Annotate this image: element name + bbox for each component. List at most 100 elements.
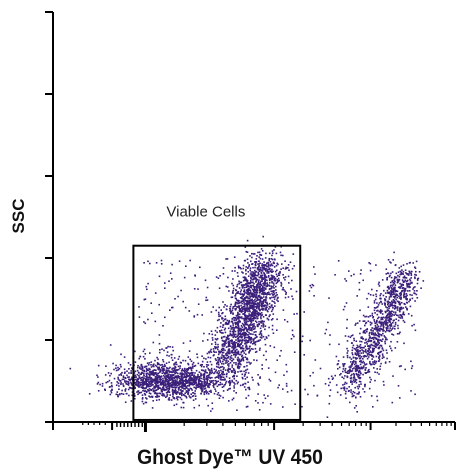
data-point <box>376 327 379 329</box>
data-point <box>149 352 151 354</box>
data-point <box>359 346 362 349</box>
data-point <box>136 384 138 387</box>
data-point <box>372 330 374 332</box>
data-point <box>220 329 223 332</box>
data-point <box>387 303 389 306</box>
data-point <box>369 321 372 324</box>
data-point <box>245 303 248 306</box>
data-point <box>155 377 158 380</box>
data-point <box>264 278 266 280</box>
data-point <box>145 372 148 375</box>
data-point <box>169 366 171 369</box>
data-point <box>236 327 238 329</box>
data-point <box>228 290 230 292</box>
data-point <box>253 287 256 290</box>
data-point <box>234 330 237 333</box>
data-point <box>170 381 173 384</box>
data-point <box>178 375 181 378</box>
data-point <box>214 370 217 373</box>
data-point <box>401 272 404 275</box>
data-point <box>228 365 230 367</box>
data-point <box>251 284 253 287</box>
data-point <box>374 332 377 334</box>
data-point <box>157 372 160 375</box>
data-point <box>263 299 265 301</box>
data-point <box>188 378 190 381</box>
data-point <box>233 353 235 356</box>
data-point <box>244 322 247 325</box>
data-point <box>172 380 174 383</box>
data-point <box>221 383 223 385</box>
data-point <box>242 350 245 352</box>
data-point <box>364 332 367 334</box>
data-point <box>208 369 211 371</box>
data-point <box>163 367 165 370</box>
data-point <box>388 320 391 322</box>
data-point <box>261 293 263 295</box>
data-point <box>358 376 361 379</box>
data-point <box>255 321 258 324</box>
data-point <box>376 329 379 332</box>
data-point <box>163 384 165 386</box>
data-point <box>226 361 228 364</box>
data-point <box>407 290 409 292</box>
data-point <box>191 389 193 391</box>
data-point <box>153 372 155 374</box>
data-point <box>377 351 380 354</box>
data-point <box>260 333 263 335</box>
data-point <box>204 371 206 373</box>
data-point <box>348 372 350 374</box>
data-point <box>414 300 416 302</box>
data-point <box>414 267 417 269</box>
data-point <box>387 259 390 261</box>
data-point <box>192 378 195 381</box>
data-point <box>249 307 252 310</box>
data-point <box>249 267 252 269</box>
data-point <box>260 280 262 283</box>
data-point <box>390 262 392 264</box>
data-point <box>248 386 250 389</box>
data-point <box>246 258 249 261</box>
data-point <box>325 328 328 331</box>
data-point <box>389 311 391 314</box>
data-point <box>260 287 263 290</box>
data-point <box>200 372 202 375</box>
data-point <box>158 303 160 306</box>
data-point <box>257 302 259 305</box>
data-point <box>268 271 270 273</box>
data-point <box>150 379 153 382</box>
data-point <box>379 294 381 297</box>
data-point <box>329 389 332 391</box>
data-point <box>190 379 192 382</box>
data-point <box>248 282 250 285</box>
data-point <box>346 387 348 390</box>
data-point <box>401 279 404 281</box>
data-point <box>207 364 210 366</box>
data-point <box>203 366 205 368</box>
data-point <box>230 370 233 372</box>
data-point <box>350 358 353 360</box>
data-point <box>118 388 120 390</box>
data-point <box>355 367 357 370</box>
data-point <box>356 322 359 324</box>
data-point <box>110 391 113 394</box>
data-point <box>386 314 389 317</box>
data-point <box>141 400 144 403</box>
data-point <box>130 370 132 372</box>
data-point <box>257 402 259 404</box>
data-point <box>344 335 347 337</box>
viable-cells-gate[interactable] <box>132 244 302 421</box>
data-point <box>185 265 187 267</box>
data-point <box>316 394 319 397</box>
data-point <box>174 369 176 372</box>
data-point <box>157 381 160 383</box>
data-point <box>245 250 248 253</box>
data-point <box>374 337 377 339</box>
data-point <box>376 302 378 304</box>
data-point <box>268 288 271 290</box>
data-point <box>362 365 365 367</box>
data-point <box>389 303 391 306</box>
data-point <box>243 305 246 307</box>
data-point <box>257 280 260 283</box>
data-point <box>161 372 164 374</box>
